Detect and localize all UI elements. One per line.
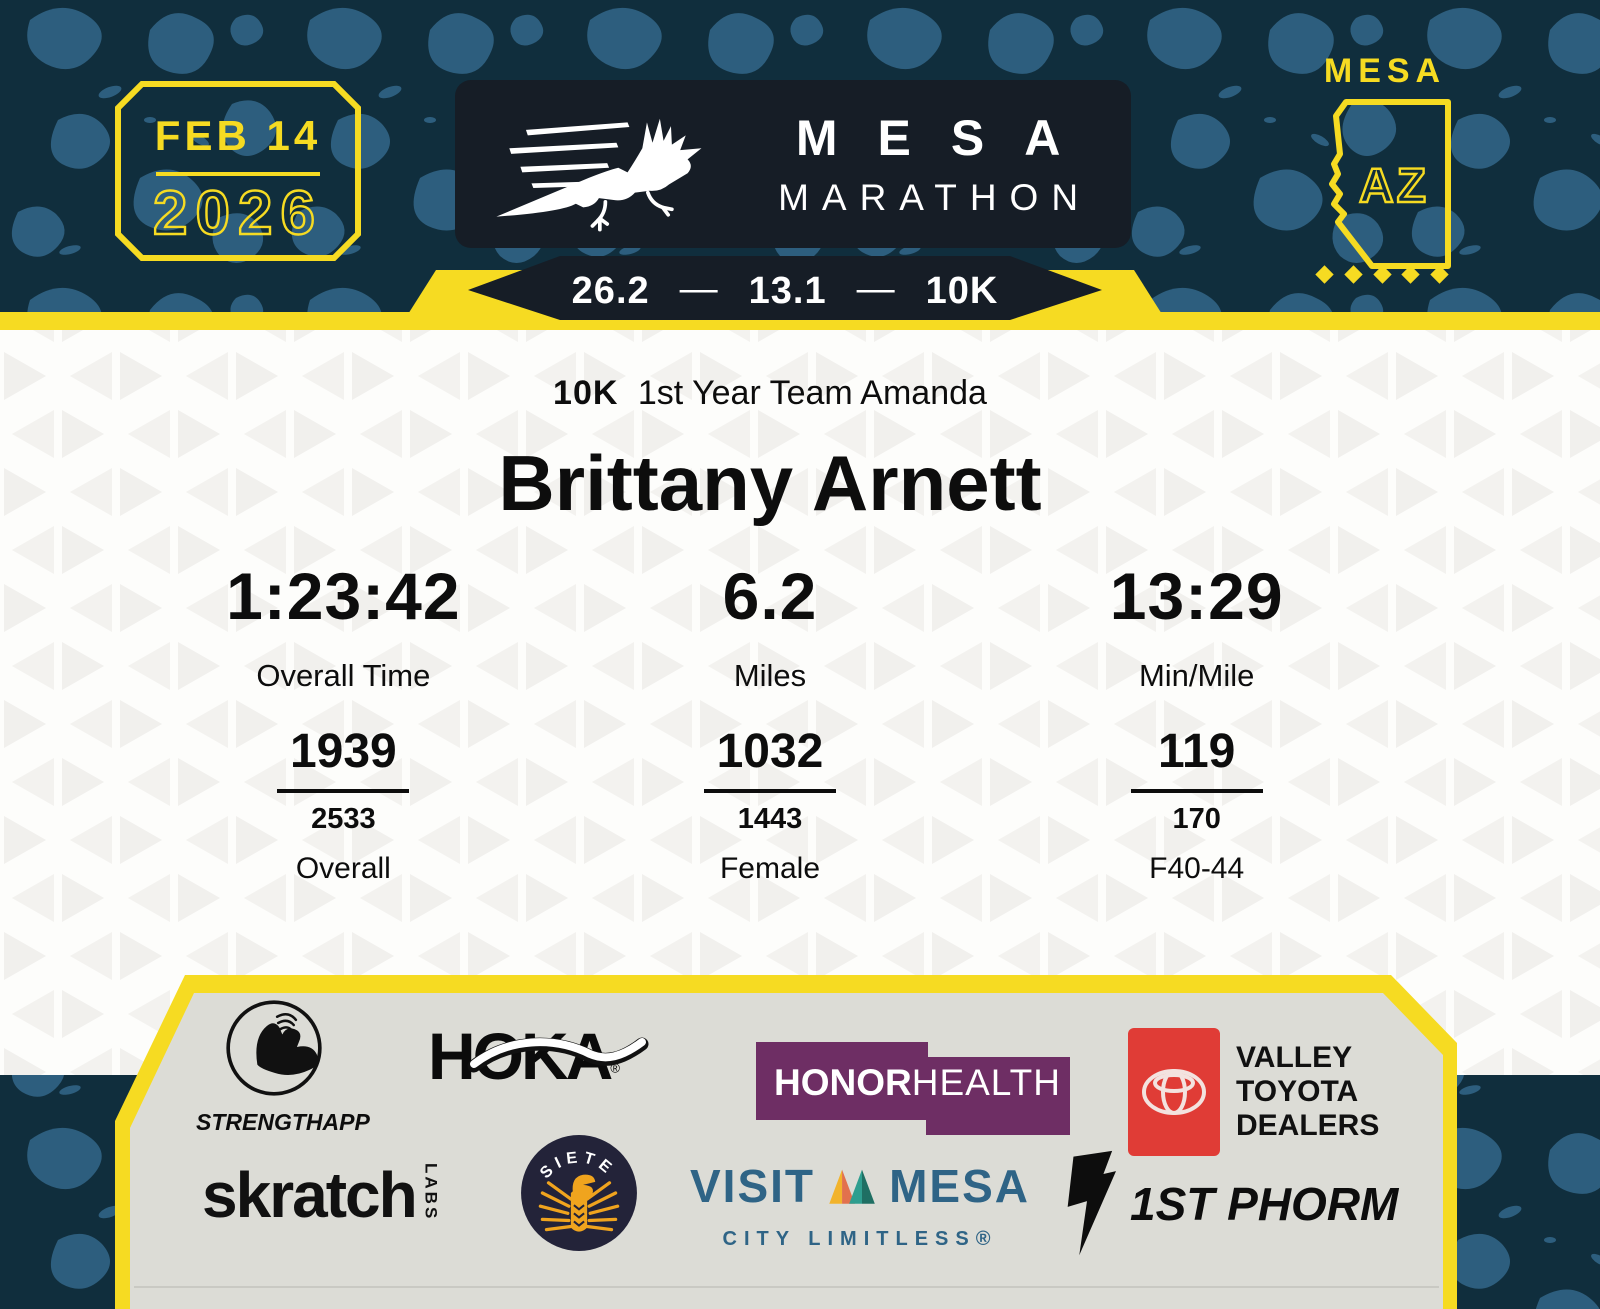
- rank-divider: [277, 789, 410, 793]
- sponsor-honorhealth-label: HONORHEALTH: [774, 1062, 1061, 1104]
- distance-separator: —: [856, 268, 896, 310]
- sponsor-strengthapp-label: STRENGTHAPP: [196, 1109, 370, 1135]
- rank-overall: 1939 2533 Overall: [130, 724, 557, 886]
- honorhealth-block-left: [756, 1042, 928, 1120]
- sponsor-valley-toyota: VALLEY TOYOTA DEALERS: [1128, 1028, 1379, 1156]
- date-badge-monthday: FEB 14: [155, 112, 321, 159]
- stat-label: Overall Time: [256, 658, 431, 693]
- sponsor-skratch-label: skratch: [202, 1159, 418, 1231]
- athlete-name: Brittany Arnett: [498, 439, 1042, 527]
- sponsor-toyota-label: VALLEY TOYOTA DEALERS: [1236, 1041, 1379, 1143]
- event-logo-plate: MESA MARATHON: [455, 80, 1131, 248]
- toyota-line3: DEALERS: [1236, 1109, 1380, 1142]
- toyota-line1: VALLEY: [1236, 1041, 1353, 1074]
- roadrunner-icon: [496, 118, 702, 232]
- siete-bird-icon: [538, 1174, 620, 1232]
- stat-value: 6.2: [722, 559, 818, 633]
- sponsor-1st-phorm-label: 1ST PHORM: [1130, 1178, 1399, 1230]
- visit-mesa-tagline: CITY LIMITLESS®: [722, 1228, 998, 1250]
- sponsor-visit-mesa: VISIT MESA CITY LIMITLESS®: [690, 1158, 1030, 1251]
- rank-total: 170: [1172, 803, 1221, 835]
- rank-gender: 1032 1443 Female: [557, 724, 984, 886]
- event-logo-text: MESA MARATHON: [755, 109, 1101, 219]
- stat-value: 13:29: [1109, 559, 1284, 633]
- rank-value: 119: [1157, 725, 1236, 778]
- sponsor-hoka: HOKA®: [428, 1018, 668, 1094]
- honorhealth-bold: HONOR: [774, 1062, 912, 1103]
- rank-label: F40-44: [1149, 852, 1245, 885]
- rank-division: 119 170 F40-44: [983, 724, 1410, 886]
- first-phorm-flag-icon: [1067, 1150, 1116, 1256]
- date-badge-year: 2026: [153, 179, 323, 248]
- honorhealth-block-right: [926, 1057, 1070, 1135]
- rank-value: 1032: [716, 725, 824, 778]
- stat-miles: 6.2 Miles: [557, 558, 984, 694]
- sponsor-panel-surface: [130, 993, 1443, 1309]
- az-state-icon: AZ: [1329, 99, 1451, 269]
- race-name: 10K: [553, 374, 619, 412]
- rank-total: 1443: [737, 803, 803, 835]
- sponsor-hoka-reg: ®: [610, 1060, 620, 1076]
- sponsor-skratch-labs: skratch LABS: [202, 1158, 441, 1232]
- rank-label: Overall: [295, 852, 391, 885]
- sponsor-panel: [115, 975, 1457, 1309]
- distance-10k: 10K: [925, 270, 999, 312]
- distance-separator: —: [679, 268, 719, 310]
- rank-label: Female: [719, 852, 821, 885]
- distances-text: 26.2 — 13.1 — 10K: [0, 268, 1570, 313]
- date-badge-border: [115, 81, 361, 261]
- distances-banner: [0, 256, 1600, 330]
- stat-label: Min/Mile: [1138, 658, 1255, 693]
- sponsor-siete: SIETE: [521, 1135, 637, 1251]
- visit-mesa-word2: MESA: [889, 1160, 1030, 1212]
- sponsor-strengthapp: STRENGTHAPP: [196, 998, 370, 1136]
- rank-value: 1939: [289, 725, 397, 778]
- bicep-icon: [226, 1000, 322, 1096]
- stat-overall-time: 1:23:42 Overall Time: [130, 558, 557, 694]
- honorhealth-light: HEALTH: [911, 1062, 1061, 1103]
- distance-half: 13.1: [748, 270, 827, 312]
- stat-pace: 13:29 Min/Mile: [983, 558, 1410, 694]
- rank-total: 2533: [311, 803, 376, 835]
- stat-value: 1:23:42: [226, 559, 461, 633]
- rank-divider: [1130, 789, 1263, 793]
- sponsor-hoka-label: HOKA: [428, 1019, 613, 1093]
- stats-grid: 1:23:42 Overall Time 6.2 Miles 13:29 Min…: [130, 558, 1410, 694]
- location-city-label: MESA: [1323, 52, 1447, 90]
- team-name: 1st Year Team Amanda: [637, 374, 987, 412]
- rankings-grid: 1939 2533 Overall 1032 1443 Female 119 1…: [130, 724, 1410, 886]
- toyota-badge: [1128, 1028, 1220, 1156]
- distance-marathon: 26.2: [571, 270, 650, 312]
- sponsor-honorhealth: HONORHEALTH: [756, 1042, 1072, 1138]
- visit-mesa-word1: VISIT: [690, 1160, 816, 1212]
- race-division-line: 10K 1st Year Team Amanda: [0, 374, 1540, 413]
- sponsor-skratch-sub: LABS: [421, 1163, 441, 1222]
- event-logo-subtitle: MARATHON: [778, 177, 1092, 218]
- toyota-icon: [1142, 1069, 1206, 1115]
- event-logo-name: MESA: [795, 110, 1101, 166]
- toyota-line2: TOYOTA: [1236, 1075, 1359, 1108]
- date-badge: FEB 14 2026: [115, 81, 361, 261]
- stat-label: Miles: [733, 658, 807, 693]
- location-state-label: AZ: [1359, 160, 1429, 213]
- visit-mesa-m-icon: [829, 1169, 875, 1204]
- sponsor-1st-phorm: 1ST PHORM: [1058, 1150, 1398, 1258]
- rank-divider: [703, 789, 836, 793]
